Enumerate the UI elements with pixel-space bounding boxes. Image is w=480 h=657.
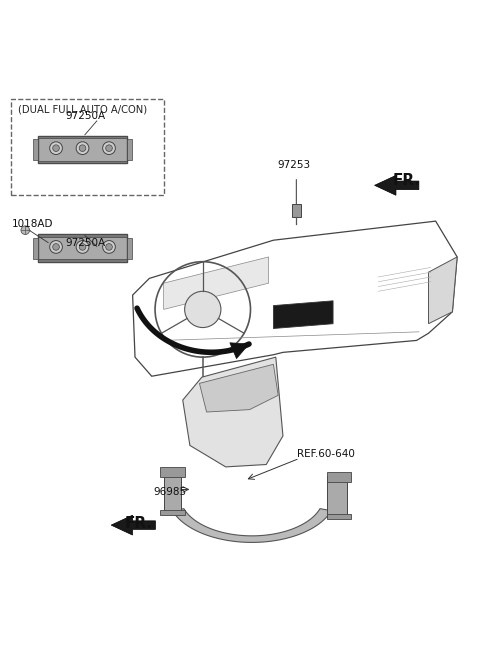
Bar xyxy=(38,235,127,237)
Polygon shape xyxy=(429,257,457,324)
Text: 96985: 96985 xyxy=(153,487,186,497)
Bar xyxy=(38,160,127,164)
Circle shape xyxy=(53,145,60,152)
Bar xyxy=(38,235,127,262)
Polygon shape xyxy=(111,515,156,535)
Text: (DUAL FULL AUTO A/CON): (DUAL FULL AUTO A/CON) xyxy=(18,104,147,114)
Bar xyxy=(160,510,185,514)
Circle shape xyxy=(53,244,60,250)
Bar xyxy=(38,136,127,139)
Circle shape xyxy=(49,142,62,154)
Polygon shape xyxy=(374,175,419,195)
Polygon shape xyxy=(199,364,278,412)
Bar xyxy=(38,136,127,164)
Text: 97250A: 97250A xyxy=(66,238,106,248)
Bar xyxy=(327,472,351,482)
Bar xyxy=(327,476,347,517)
Circle shape xyxy=(103,142,115,154)
Bar xyxy=(33,238,38,259)
Circle shape xyxy=(185,291,221,328)
Polygon shape xyxy=(230,343,249,359)
Bar xyxy=(292,204,300,217)
Circle shape xyxy=(106,244,112,250)
Polygon shape xyxy=(172,509,331,543)
Polygon shape xyxy=(183,357,283,467)
Circle shape xyxy=(79,145,86,152)
Bar xyxy=(127,238,132,259)
Bar xyxy=(33,139,38,160)
Circle shape xyxy=(103,240,115,254)
Text: REF.60-640: REF.60-640 xyxy=(297,449,355,459)
Circle shape xyxy=(79,244,86,250)
Bar xyxy=(160,467,185,478)
Text: FR.: FR. xyxy=(124,516,153,531)
Bar xyxy=(327,514,351,520)
Text: FR.: FR. xyxy=(393,173,420,188)
Circle shape xyxy=(21,226,30,235)
Bar xyxy=(127,139,132,160)
Circle shape xyxy=(76,142,89,154)
Polygon shape xyxy=(274,301,333,328)
Circle shape xyxy=(76,240,89,254)
Text: 97250A: 97250A xyxy=(66,111,106,121)
Bar xyxy=(38,260,127,262)
Text: 1018AD: 1018AD xyxy=(12,219,53,229)
Bar xyxy=(164,470,181,513)
Circle shape xyxy=(106,145,112,152)
Text: 97253: 97253 xyxy=(277,160,311,170)
Polygon shape xyxy=(164,257,269,309)
Circle shape xyxy=(49,240,62,254)
